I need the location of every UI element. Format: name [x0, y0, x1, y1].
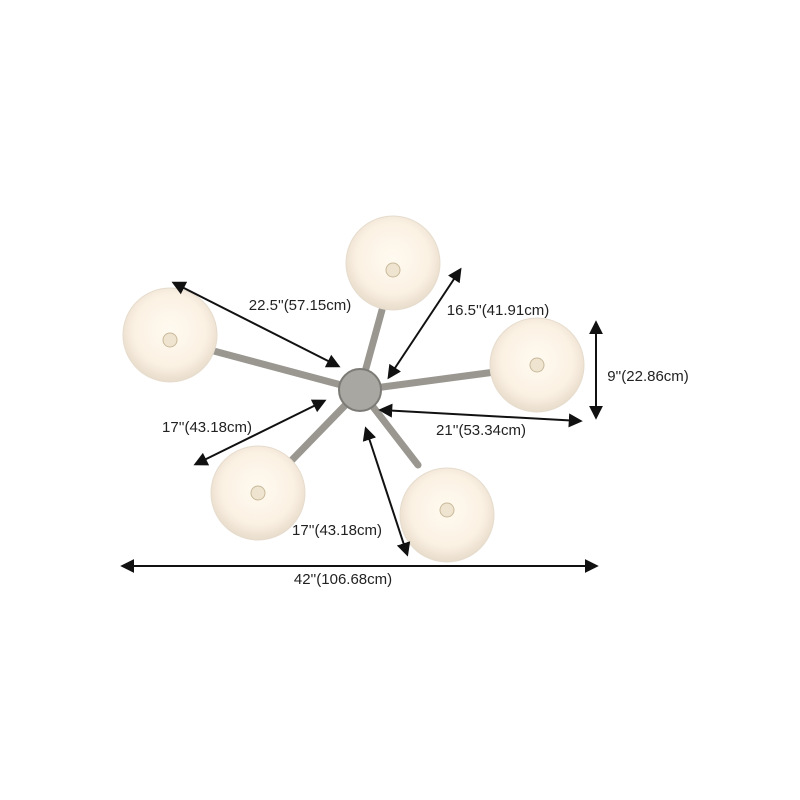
- dimension-label: 17''(43.18cm): [292, 522, 382, 539]
- dimension-label: 9''(22.86cm): [607, 368, 689, 385]
- dimension-label: 17''(43.18cm): [162, 419, 252, 436]
- dimension-arrows: [120, 267, 603, 573]
- lamp: [122, 215, 585, 563]
- dimension-label: 22.5''(57.15cm): [249, 297, 351, 314]
- dimension-label: 21''(53.34cm): [436, 422, 526, 439]
- dimension-label: 42''(106.68cm): [294, 571, 392, 588]
- dimension-label: 16.5''(41.91cm): [447, 302, 549, 319]
